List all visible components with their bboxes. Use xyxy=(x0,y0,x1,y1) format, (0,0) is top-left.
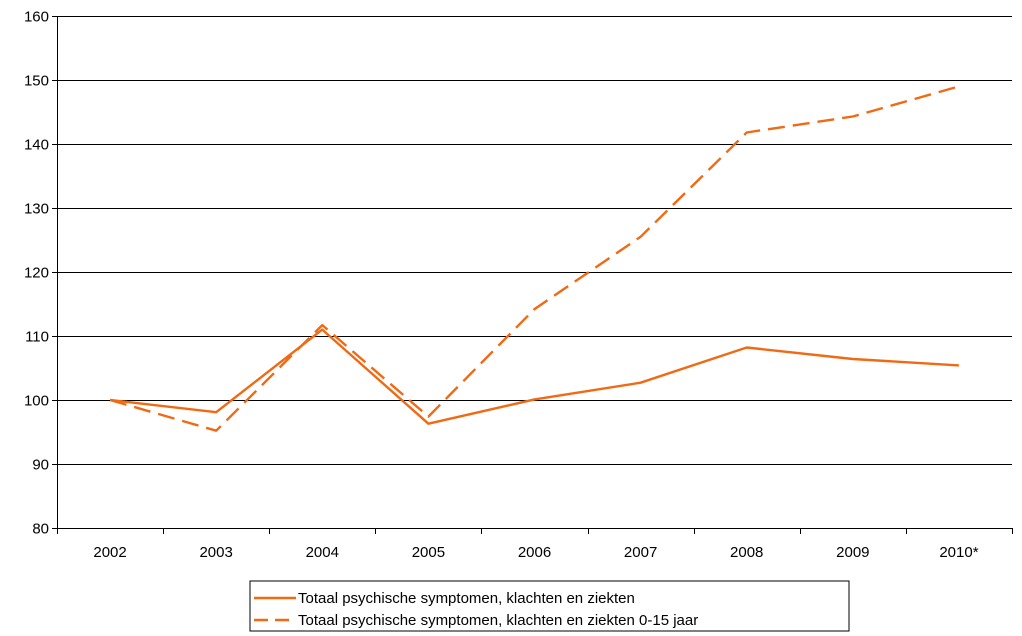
y-tick-label: 100 xyxy=(24,393,49,410)
legend-box xyxy=(249,580,850,632)
y-tick-label: 90 xyxy=(32,457,49,474)
y-tick-label: 80 xyxy=(32,521,49,538)
y-tick-label: 130 xyxy=(24,201,49,218)
y-tick-label: 110 xyxy=(25,329,49,346)
legend-entry-0-15-jaar: Totaal psychische symptomen, klachten en… xyxy=(298,612,698,629)
series-line-0-15-jaar xyxy=(109,85,960,432)
y-tick-label: 160 xyxy=(24,9,49,26)
legend-entry-total: Totaal psychische symptomen, klachten en… xyxy=(298,590,635,607)
y-tick-label: 150 xyxy=(24,73,49,90)
x-axis-ticks: 2002 2003 2004 2005 2006 2007 2008 2009 2010* xyxy=(57,528,1013,561)
x-tick-label: 2010* xyxy=(939,544,978,561)
x-tick-label: 2005 xyxy=(412,544,445,561)
x-tick-label: 2002 xyxy=(93,544,126,561)
series-line-total xyxy=(109,328,959,425)
y-tick-label: 120 xyxy=(24,265,49,282)
y-axis-ticks: 80 90 100 110 120 130 140 150 160 xyxy=(24,9,57,538)
axes xyxy=(57,16,1012,529)
x-tick-label: 2006 xyxy=(518,544,551,561)
x-tick-label: 2008 xyxy=(730,544,763,561)
x-tick-label: 2003 xyxy=(199,544,232,561)
legend: Totaal psychische symptomen, klachten en… xyxy=(249,580,850,632)
gridlines xyxy=(57,16,1012,465)
x-tick-label: 2007 xyxy=(624,544,657,561)
y-tick-label: 140 xyxy=(24,137,49,154)
x-tick-label: 2009 xyxy=(836,544,869,561)
series-lines xyxy=(109,85,960,432)
x-tick-label: 2004 xyxy=(306,544,339,561)
